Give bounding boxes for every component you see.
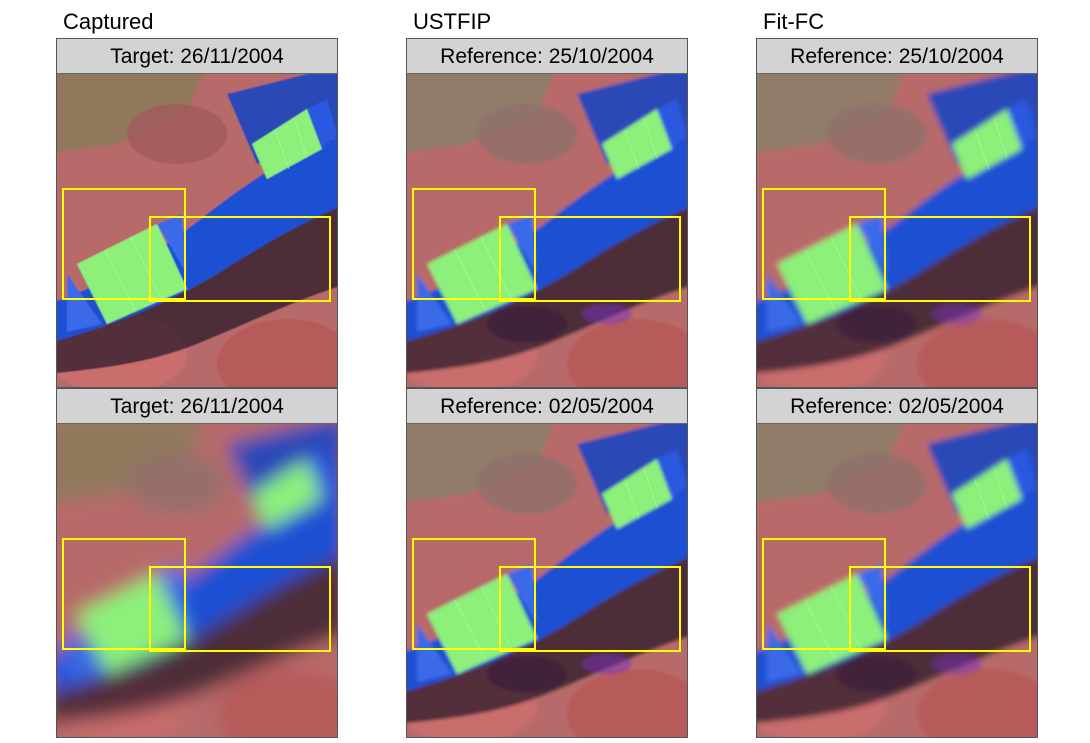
panel-header: Reference: 25/10/2004 (407, 39, 687, 74)
satellite-image (757, 74, 1037, 387)
panel-fitfc-bottom: Reference: 02/05/2004 (756, 388, 1038, 738)
panel-header: Target: 26/11/2004 (57, 389, 337, 424)
satellite-image (407, 424, 687, 737)
panel-header: Reference: 02/05/2004 (407, 389, 687, 424)
column-title-fit-fc: Fit-FC (763, 9, 825, 34)
column-title-captured: Captured (63, 9, 154, 34)
column-title-ustfip: USTFIP (413, 9, 492, 34)
panel-fitfc-top: Reference: 25/10/2004 (756, 38, 1038, 388)
panel-captured-top: Target: 26/11/2004 (56, 38, 338, 388)
panel-ustfip-top: Reference: 25/10/2004 (406, 38, 688, 388)
panel-header: Reference: 25/10/2004 (757, 39, 1037, 74)
panel-header: Reference: 02/05/2004 (757, 389, 1037, 424)
panel-header: Target: 26/11/2004 (57, 39, 337, 74)
panel-captured-bottom: Target: 26/11/2004 (56, 388, 338, 738)
satellite-image (757, 424, 1037, 737)
satellite-image (57, 74, 337, 387)
satellite-image (407, 74, 687, 387)
panel-ustfip-bottom: Reference: 02/05/2004 (406, 388, 688, 738)
satellite-image (57, 424, 337, 737)
